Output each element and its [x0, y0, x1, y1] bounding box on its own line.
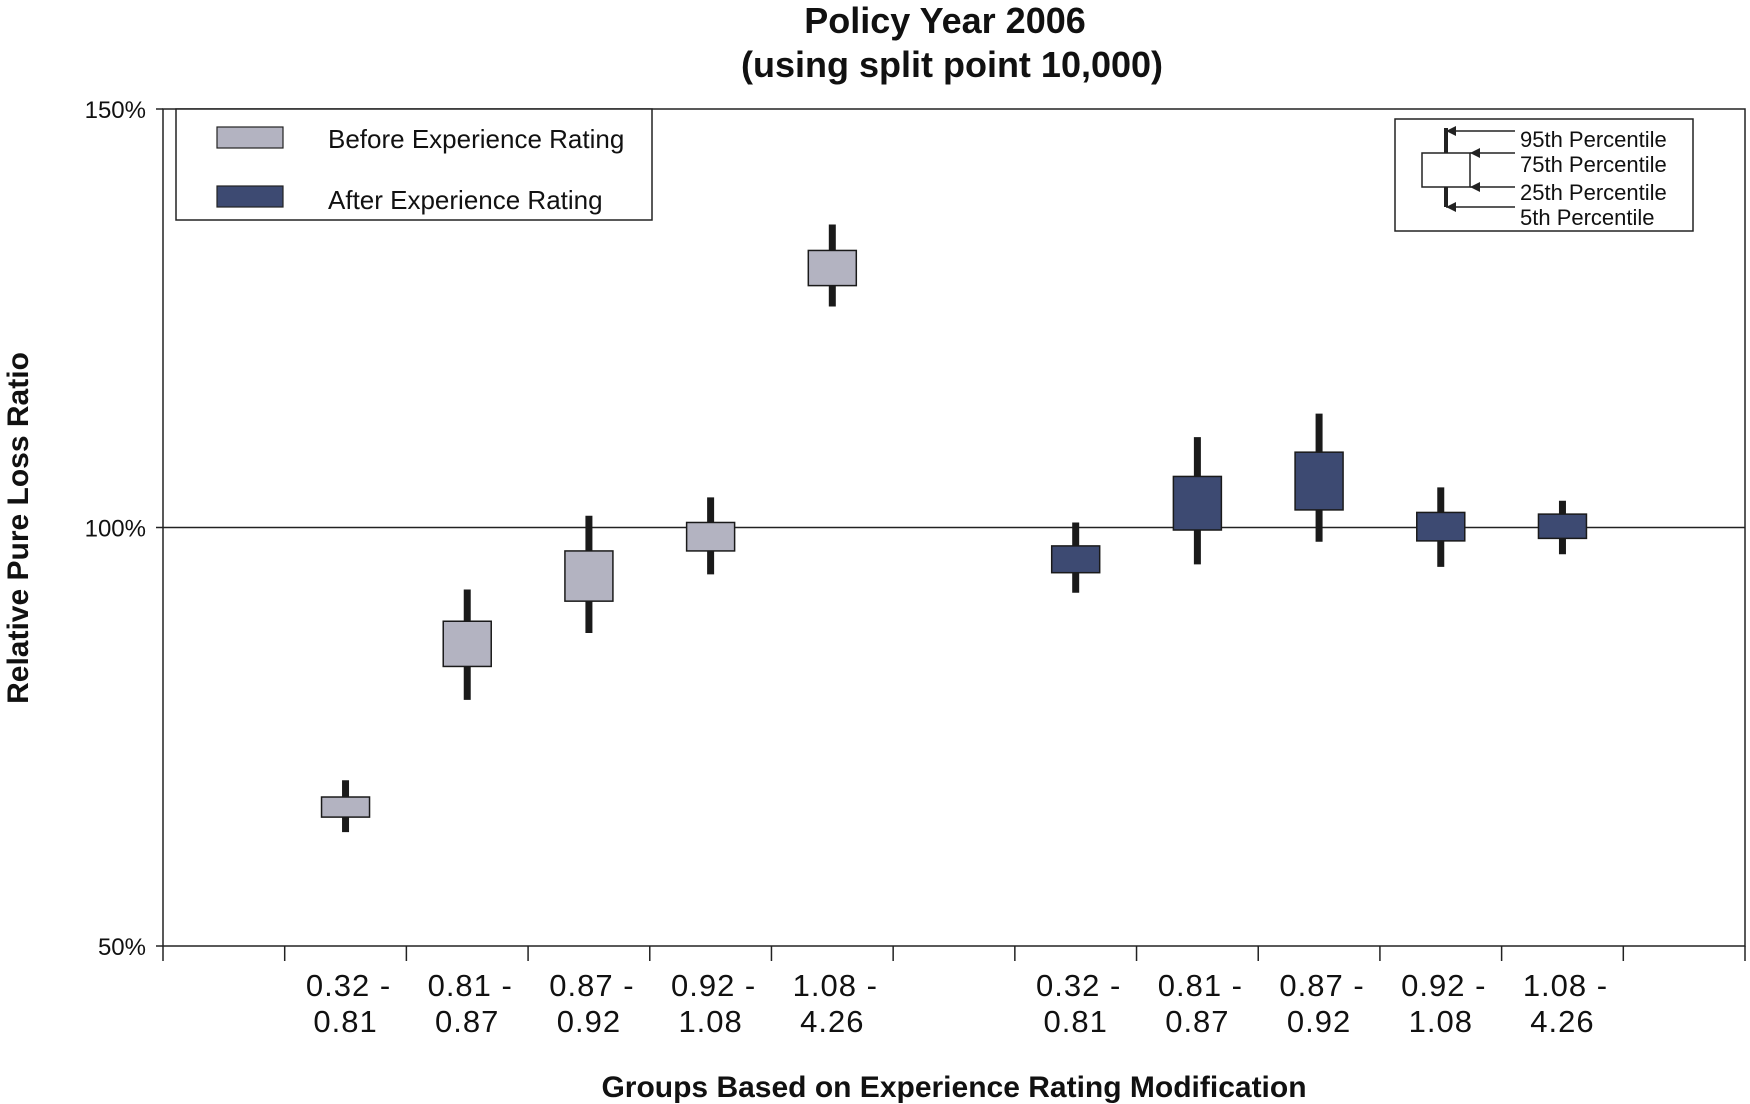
box-after — [1537, 513, 1588, 540]
category-label-line2: 0.81 — [313, 1004, 377, 1039]
category-label-line1: 1.08 - — [1523, 968, 1608, 1003]
key-label-75: 75th Percentile — [1520, 152, 1667, 177]
category-labels: 0.32 -0.810.81 -0.870.87 -0.920.92 -1.08… — [306, 968, 1608, 1039]
legend-label-before: Before Experience Rating — [328, 124, 624, 154]
category-label-line2: 0.92 — [557, 1004, 621, 1039]
box-after — [1416, 511, 1466, 542]
category-label-line2: 0.87 — [435, 1004, 499, 1039]
y-tick-label: 150% — [85, 97, 146, 124]
category-label-line2: 4.26 — [800, 1004, 864, 1039]
key-label-5: 5th Percentile — [1520, 205, 1655, 230]
category-label-line2: 0.92 — [1287, 1004, 1351, 1039]
y-tick-label: 100% — [85, 516, 146, 543]
category-label-line1: 0.87 - — [1279, 968, 1364, 1003]
category-label-line2: 0.87 — [1165, 1004, 1229, 1039]
category-label-line2: 0.81 — [1044, 1004, 1108, 1039]
category-label-line1: 0.81 - — [428, 968, 513, 1003]
key-label-25: 25th Percentile — [1520, 180, 1667, 205]
y-axis-ticks: 150% 100% 50% — [85, 97, 163, 961]
category-label-line1: 0.92 - — [671, 968, 756, 1003]
category-label-line2: 1.08 — [1409, 1004, 1473, 1039]
box-after — [1050, 545, 1101, 574]
category-label-line1: 0.87 - — [549, 968, 634, 1003]
percentile-key: 95th Percentile 75th Percentile 25th Per… — [1394, 118, 1694, 232]
legend-swatch-before — [216, 126, 284, 149]
arrow-25-head — [1470, 182, 1480, 192]
category-label-line1: 1.08 - — [793, 968, 878, 1003]
category-label-line1: 0.32 - — [306, 968, 391, 1003]
arrow-5-head — [1446, 202, 1456, 212]
y-axis-label: Relative Pure Loss Ratio — [2, 352, 35, 704]
key-label-95: 95th Percentile — [1520, 127, 1667, 152]
box-before — [320, 796, 371, 818]
legend-swatch-after — [216, 185, 284, 208]
category-label-line1: 0.92 - — [1401, 968, 1486, 1003]
box-after — [1294, 451, 1344, 511]
percentile-key-box — [1421, 152, 1471, 188]
x-axis-ticks — [162, 946, 1746, 961]
box-after — [1172, 475, 1223, 531]
box-before — [685, 521, 736, 552]
box-before — [442, 620, 492, 668]
y-tick-label: 50% — [98, 934, 146, 961]
box-before — [807, 249, 858, 287]
category-label-line2: 4.26 — [1530, 1004, 1594, 1039]
arrow-95-head — [1446, 126, 1456, 136]
legend: Before Experience Rating After Experienc… — [175, 108, 653, 221]
arrow-75-head — [1470, 148, 1480, 158]
category-label-line1: 0.81 - — [1158, 968, 1243, 1003]
category-label-line2: 1.08 — [678, 1004, 742, 1039]
legend-label-after: After Experience Rating — [328, 185, 603, 215]
box-plot-series — [320, 224, 1588, 833]
box-before — [564, 550, 614, 602]
chart-subtitle: (using split point 10,000) — [741, 44, 1163, 85]
x-axis-label: Groups Based on Experience Rating Modifi… — [601, 1071, 1306, 1104]
chart-title: Policy Year 2006 — [804, 0, 1086, 41]
category-label-line1: 0.32 - — [1036, 968, 1121, 1003]
